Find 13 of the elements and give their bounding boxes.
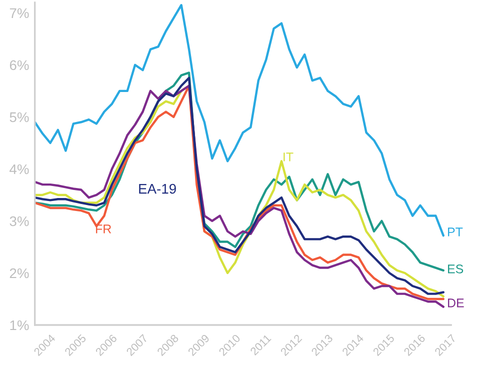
- series-label: ES: [448, 264, 464, 274]
- series-label: PT: [448, 228, 463, 236]
- y-tick-label: 1%: [10, 320, 29, 330]
- y-tick-label: 4%: [10, 164, 29, 174]
- series-label: DE: [448, 298, 464, 308]
- y-tick-label: 7%: [10, 8, 29, 18]
- line-series: [34, 4, 444, 237]
- series-label: IT: [284, 152, 294, 162]
- y-tick-label: 3%: [10, 216, 29, 226]
- y-tick-label: 2%: [10, 268, 29, 278]
- series-label: EA-19: [139, 184, 176, 194]
- y-tick-label: 5%: [10, 112, 29, 122]
- y-tick-label: 6%: [10, 60, 29, 70]
